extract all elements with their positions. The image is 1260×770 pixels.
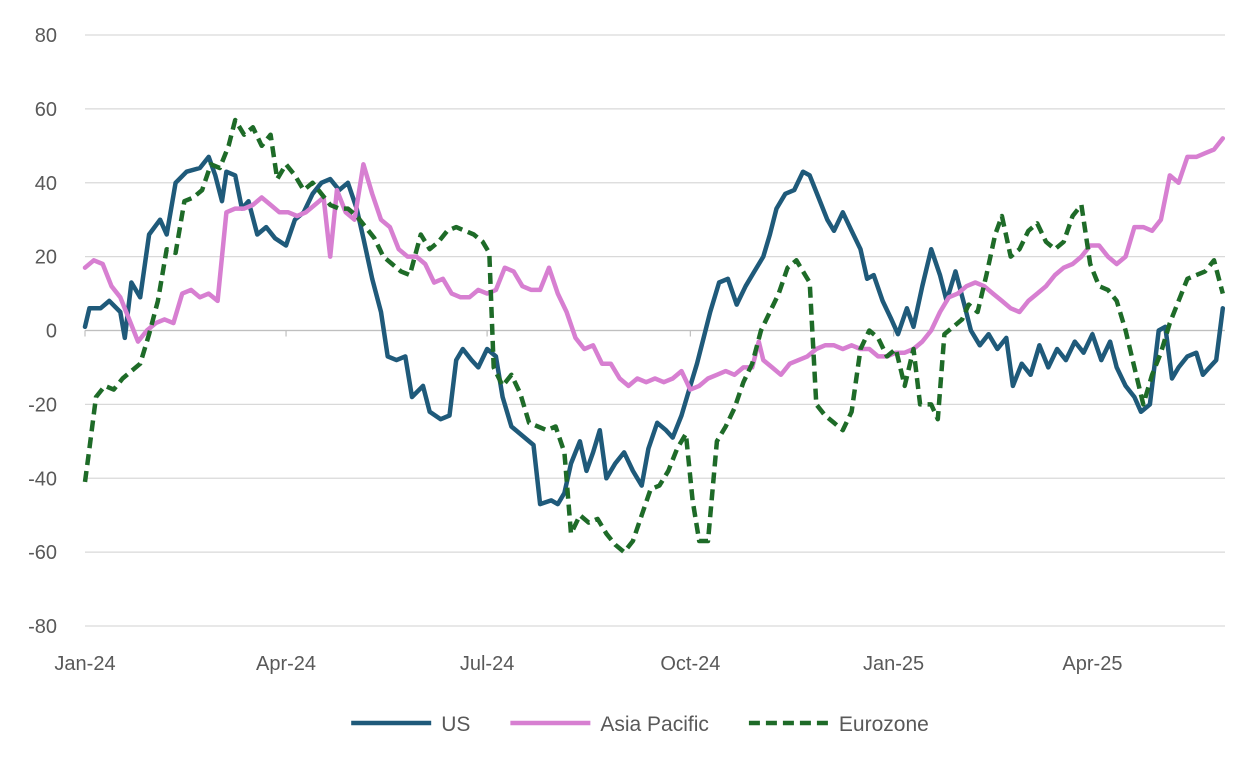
legend-label-asia-pacific: Asia Pacific xyxy=(600,713,709,736)
y-tick-label: 20 xyxy=(35,247,57,269)
series-line-eurozone xyxy=(82,117,1225,555)
y-tick-label: -20 xyxy=(28,394,57,416)
x-tick-label: Oct-24 xyxy=(660,653,720,675)
y-tick-label: -60 xyxy=(28,542,57,564)
y-tick-label: -80 xyxy=(28,616,57,638)
x-tick-label: Jul-24 xyxy=(460,653,514,675)
y-tick-label: -40 xyxy=(28,468,57,490)
y-tick-label: 80 xyxy=(35,25,57,47)
y-tick-label: 40 xyxy=(35,173,57,195)
series-lines xyxy=(82,117,1226,555)
series-line-asia-pacific xyxy=(82,136,1226,392)
legend-item-asia-pacific: Asia Pacific xyxy=(510,713,709,736)
legend: US Asia Pacific Eurozone xyxy=(351,713,929,736)
x-tick-label: Jan-24 xyxy=(54,653,115,675)
legend-label-us: US xyxy=(441,713,470,736)
y-tick-label: 0 xyxy=(46,321,57,343)
x-axis: Jan-24 Apr-24 Jul-24 Oct-24 Jan-25 Apr-25 xyxy=(54,329,1225,675)
x-tick-label: Apr-25 xyxy=(1062,653,1122,675)
x-tick-label: Apr-24 xyxy=(256,653,316,675)
legend-label-eurozone: Eurozone xyxy=(839,713,929,736)
y-axis: 80 60 40 20 0 -20 -40 -60 -80 xyxy=(28,25,57,638)
legend-item-us: US xyxy=(351,713,470,736)
x-tick-label: Jan-25 xyxy=(863,653,924,675)
y-tick-label: 60 xyxy=(35,99,57,121)
series-line-us xyxy=(82,154,1226,507)
legend-item-eurozone: Eurozone xyxy=(748,713,929,736)
